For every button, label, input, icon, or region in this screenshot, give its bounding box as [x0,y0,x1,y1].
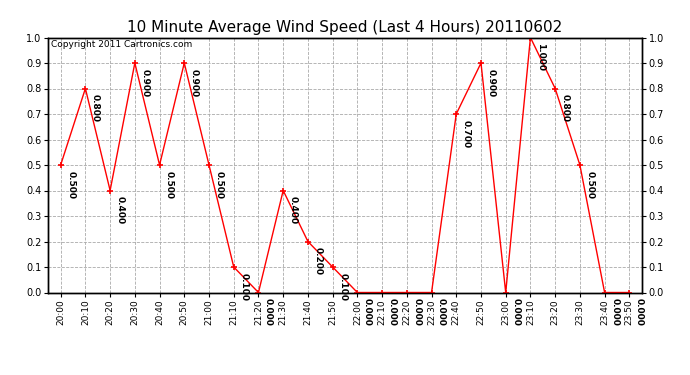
Text: 0.900: 0.900 [486,69,495,97]
Text: 0.500: 0.500 [585,171,595,198]
Text: 0.200: 0.200 [313,247,322,275]
Text: 0.500: 0.500 [165,171,174,198]
Text: 0.500: 0.500 [66,171,75,198]
Text: 0.000: 0.000 [437,298,446,326]
Text: 0.100: 0.100 [338,273,347,300]
Text: 0.000: 0.000 [635,298,644,326]
Text: 0.500: 0.500 [215,171,224,198]
Text: 0.000: 0.000 [610,298,619,326]
Text: 0.000: 0.000 [363,298,372,326]
Text: 0.700: 0.700 [462,120,471,148]
Text: Copyright 2011 Cartronics.com: Copyright 2011 Cartronics.com [51,40,193,49]
Text: 0.400: 0.400 [116,196,125,224]
Text: 0.800: 0.800 [561,94,570,122]
Text: 0.000: 0.000 [511,298,520,326]
Text: 1.000: 1.000 [536,43,545,71]
Text: 0.000: 0.000 [388,298,397,326]
Text: 0.000: 0.000 [264,298,273,326]
Text: 0.000: 0.000 [413,298,422,326]
Text: 0.800: 0.800 [91,94,100,122]
Text: 0.100: 0.100 [239,273,248,300]
Text: 0.400: 0.400 [288,196,298,224]
Text: 0.900: 0.900 [190,69,199,97]
Text: 0.900: 0.900 [140,69,150,97]
Title: 10 Minute Average Wind Speed (Last 4 Hours) 20110602: 10 Minute Average Wind Speed (Last 4 Hou… [128,20,562,35]
